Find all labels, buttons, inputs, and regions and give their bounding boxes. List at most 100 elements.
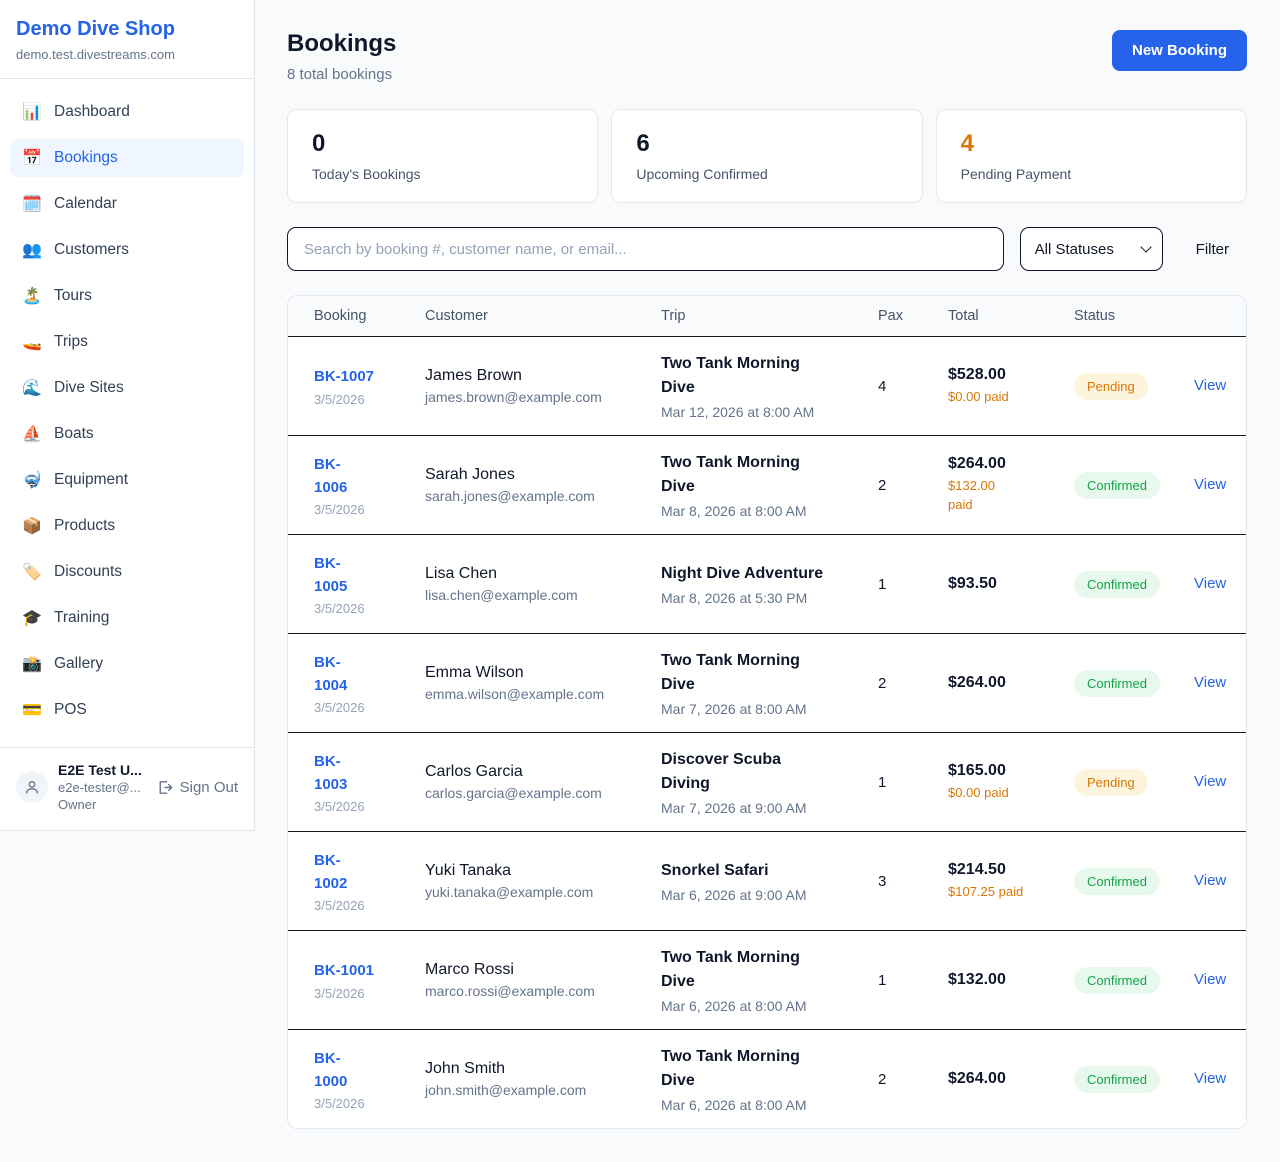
booking-id-link[interactable]: BK- 1006 <box>314 455 348 496</box>
package-icon: 📦 <box>22 518 42 535</box>
sign-out-button[interactable]: Sign Out <box>156 779 238 796</box>
customer-email: john.smith@example.com <box>425 1082 587 1098</box>
trip-datetime: Mar 12, 2026 at 8:00 AM <box>661 404 815 420</box>
customer-email: sarah.jones@example.com <box>425 488 595 504</box>
customer-name: James Brown <box>425 367 522 384</box>
camera-flash-icon: 📸 <box>22 656 42 673</box>
trip-datetime: Mar 7, 2026 at 8:00 AM <box>661 701 807 717</box>
sidebar-item-dive-sites[interactable]: 🌊 Dive Sites <box>22 379 124 397</box>
sidebar-item-products[interactable]: 📦 Products <box>22 517 116 535</box>
status-badge: Confirmed <box>1074 471 1160 499</box>
status-cell: Pending <box>1074 768 1194 796</box>
booking-id-link[interactable]: BK-1007 <box>314 368 375 386</box>
booking-cell: BK-1001 3/5/2026 <box>314 959 425 1000</box>
sign-out-label: Sign Out <box>179 778 238 796</box>
status-select-wrap: All Statuses <box>1019 227 1163 271</box>
actions-cell: View <box>1194 773 1226 791</box>
view-link[interactable]: View <box>1194 971 1227 988</box>
customer-name: Lisa Chen <box>425 565 498 582</box>
credit-card-icon: 💳 <box>22 702 42 719</box>
shop-domain: demo.test.divestreams.com <box>16 47 175 62</box>
total-amount: $132.00 <box>948 971 1006 988</box>
view-link[interactable]: View <box>1194 872 1227 889</box>
stat-value: 4 <box>960 130 975 157</box>
sidebar-item-tours[interactable]: 🏝️ Tours <box>22 287 92 305</box>
status-cell: Confirmed <box>1074 471 1194 499</box>
customer-name: Sarah Jones <box>425 466 515 483</box>
customer-name: Emma Wilson <box>425 664 524 681</box>
booking-id-link[interactable]: BK- 1002 <box>314 851 348 892</box>
view-link[interactable]: View <box>1194 674 1227 691</box>
status-badge: Confirmed <box>1074 867 1160 895</box>
booking-cell: BK- 1003 3/5/2026 <box>314 750 425 815</box>
booking-id-link[interactable]: BK- 1000 <box>314 1049 348 1090</box>
customer-name: Marco Rossi <box>425 961 514 978</box>
total-amount: $93.50 <box>948 575 997 592</box>
sidebar-item-equipment[interactable]: 🤿 Equipment <box>22 471 129 489</box>
actions-cell: View <box>1194 872 1226 890</box>
sidebar-item-training[interactable]: 🎓 Training <box>22 609 110 627</box>
status-badge: Pending <box>1074 372 1148 400</box>
bookings-table: Booking Customer Trip Pax Total Status B… <box>287 295 1247 1129</box>
brand-header: Demo Dive Shop demo.test.divestreams.com <box>0 0 254 79</box>
total-amount: $528.00 <box>948 365 1006 383</box>
user-name: E2E Test U... <box>58 762 142 778</box>
trip-datetime: Mar 6, 2026 at 8:00 AM <box>661 998 807 1014</box>
page-title: Bookings <box>287 30 397 57</box>
view-link[interactable]: View <box>1194 773 1227 790</box>
sidebar-item-boats[interactable]: ⛵ Boats <box>22 425 94 443</box>
customer-name: Carlos Garcia <box>425 763 523 780</box>
pax-count: 3 <box>878 872 887 890</box>
trip-cell: Two Tank Morning Dive Mar 7, 2026 at 8:0… <box>661 649 878 717</box>
total-cell: $264.00 $132.00 paid <box>948 455 1074 515</box>
sidebar-item-pos[interactable]: 💳 POS <box>22 701 87 719</box>
stat-upcoming-confirmed: 6 Upcoming Confirmed <box>611 109 923 203</box>
graduation-cap-icon: 🎓 <box>22 610 42 627</box>
trip-name: Snorkel Safari <box>661 862 769 879</box>
status-cell: Confirmed <box>1074 1065 1194 1093</box>
customer-cell: John Smith john.smith@example.com <box>425 1060 661 1098</box>
customer-email: lisa.chen@example.com <box>425 587 578 603</box>
sidebar-item-customers[interactable]: 👥 Customers <box>22 241 129 259</box>
paid-amount: $0.00 paid <box>948 784 1009 800</box>
island-icon: 🏝️ <box>22 288 42 305</box>
trip-cell: Two Tank Morning Dive Mar 8, 2026 at 8:0… <box>661 451 878 519</box>
sailboat-icon: ⛵ <box>22 426 42 443</box>
filter-button[interactable]: Filter <box>1195 240 1229 258</box>
sidebar-item-calendar[interactable]: 🗓️ Calendar <box>22 195 117 213</box>
booking-date: 3/5/2026 <box>314 985 365 1001</box>
total-amount: $214.50 <box>948 860 1006 878</box>
col-status: Status <box>1074 308 1116 324</box>
sidebar-item-trips[interactable]: 🚤 Trips <box>22 333 88 351</box>
status-badge: Confirmed <box>1074 669 1160 697</box>
status-select[interactable]: All Statuses <box>1019 227 1163 271</box>
new-booking-button[interactable]: New Booking <box>1111 30 1247 71</box>
trip-cell: Two Tank Morning Dive Mar 6, 2026 at 8:0… <box>661 1045 878 1113</box>
paid-amount: $132.00 paid <box>948 478 995 512</box>
pax-count: 2 <box>878 674 887 692</box>
view-link[interactable]: View <box>1194 575 1227 592</box>
table-row: BK- 1002 3/5/2026 Yuki Tanaka yuki.tanak… <box>288 831 1246 930</box>
trip-datetime: Mar 6, 2026 at 8:00 AM <box>661 1097 807 1113</box>
view-link[interactable]: View <box>1194 1070 1227 1087</box>
sidebar-item-dashboard[interactable]: 📊 Dashboard <box>22 103 130 121</box>
sidebar-item-bookings[interactable]: 📅 Bookings <box>10 139 244 177</box>
view-link[interactable]: View <box>1194 377 1227 394</box>
booking-id-link[interactable]: BK-1001 <box>314 962 375 980</box>
trip-name: Two Tank Morning Dive <box>661 949 800 990</box>
sidebar-item-gallery[interactable]: 📸 Gallery <box>22 655 104 673</box>
booking-cell: BK- 1005 3/5/2026 <box>314 552 425 617</box>
total-cell: $165.00 $0.00 paid <box>948 762 1074 803</box>
booking-id-link[interactable]: BK- 1004 <box>314 653 348 694</box>
status-cell: Confirmed <box>1074 570 1194 598</box>
view-link[interactable]: View <box>1194 476 1227 493</box>
booking-id-link[interactable]: BK- 1005 <box>314 554 348 595</box>
filter-bar: All Statuses Filter <box>287 227 1247 271</box>
spiral-calendar-icon: 🗓️ <box>22 196 42 213</box>
total-amount: $264.00 <box>948 674 1006 691</box>
total-cell: $214.50 $107.25 paid <box>948 861 1074 902</box>
sidebar-item-discounts[interactable]: 🏷️ Discounts <box>22 563 123 581</box>
search-input[interactable] <box>287 227 1004 271</box>
booking-id-link[interactable]: BK- 1003 <box>314 752 348 793</box>
customer-email: carlos.garcia@example.com <box>425 785 602 801</box>
